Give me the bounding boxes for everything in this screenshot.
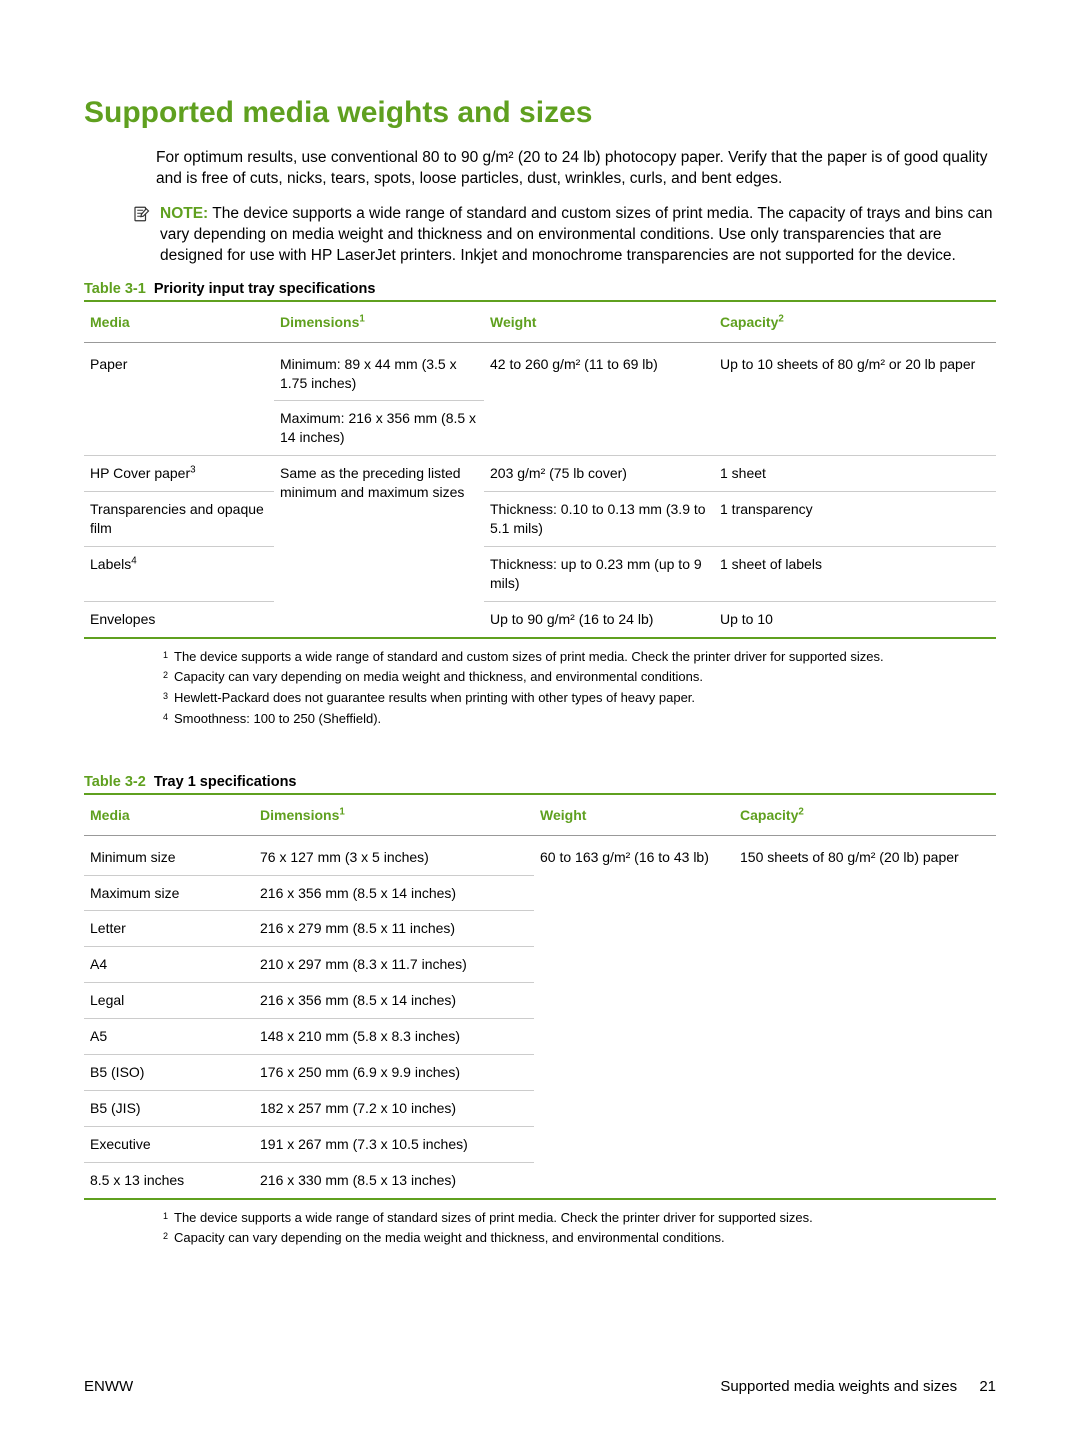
note-label: NOTE: [160, 205, 208, 222]
table-row: Minimum size 76 x 127 mm (3 x 5 inches) … [84, 835, 996, 875]
th-capacity: Capacity2 [734, 794, 996, 836]
footer-section: Supported media weights and sizes [720, 1378, 957, 1395]
th-weight: Weight [534, 794, 734, 836]
page-title: Supported media weights and sizes [84, 96, 996, 130]
th-weight: Weight [484, 301, 714, 343]
table-row: Labels4 Thickness: up to 0.23 mm (up to … [84, 546, 996, 601]
table-row: Paper Minimum: 89 x 44 mm (3.5 x 1.75 in… [84, 342, 996, 401]
th-dimensions: Dimensions1 [274, 301, 484, 343]
th-media: Media [84, 301, 274, 343]
note-icon [132, 205, 156, 230]
note-text: The device supports a wide range of stan… [160, 205, 993, 264]
page-footer: ENWW Supported media weights and sizes 2… [84, 1378, 996, 1395]
footer-page-number: 21 [979, 1378, 996, 1395]
intro-paragraph: For optimum results, use conventional 80… [156, 148, 996, 190]
th-media: Media [84, 794, 254, 836]
table-row: Envelopes Up to 90 g/m² (16 to 24 lb) Up… [84, 601, 996, 637]
note-block: NOTE: The device supports a wide range o… [132, 204, 996, 267]
table2: Media Dimensions1 Weight Capacity2 Minim… [84, 793, 996, 1200]
th-capacity: Capacity2 [714, 301, 996, 343]
footer-left: ENWW [84, 1378, 133, 1395]
table-row: HP Cover paper3 Same as the preceding li… [84, 456, 996, 492]
table2-footnotes: 1The device supports a wide range of sta… [156, 1208, 996, 1250]
table2-caption: Table 3-2 Tray 1 specifications [84, 774, 996, 790]
th-dimensions: Dimensions1 [254, 794, 534, 836]
table1-caption: Table 3-1 Priority input tray specificat… [84, 281, 996, 297]
table1: Media Dimensions1 Weight Capacity2 Paper… [84, 300, 996, 639]
table1-footnotes: 1The device supports a wide range of sta… [156, 647, 996, 730]
table-row: Transparencies and opaque film Thickness… [84, 492, 996, 547]
